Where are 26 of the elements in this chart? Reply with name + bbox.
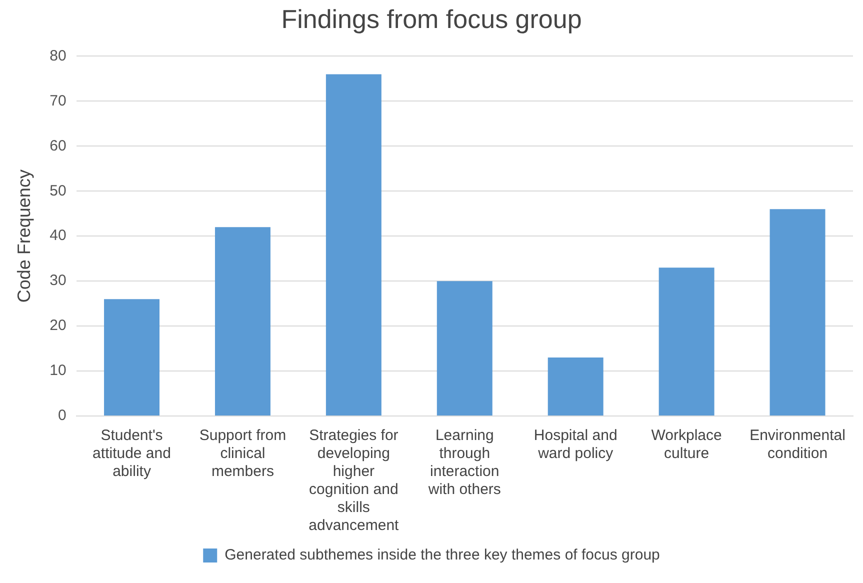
legend-label: Generated subthemes inside the three key themes of focus group	[224, 546, 660, 564]
y-tick-label: 40	[50, 227, 66, 244]
y-tick-label: 60	[50, 137, 66, 154]
bar	[326, 74, 382, 416]
y-axis-title: Code Frequency	[14, 170, 34, 303]
bar	[104, 299, 160, 416]
y-tick-label: 10	[50, 362, 66, 380]
x-tick-label: Student's attitude and ability	[92, 427, 171, 480]
x-tick-label: Learning through interaction with others	[427, 427, 501, 498]
bar	[436, 281, 492, 416]
x-tick-label: Strategies for developing higher cognition and skills advancement	[308, 427, 400, 534]
x-tick-label: Support from clinical members	[199, 427, 286, 480]
x-tick-label: Hospital and ward policy	[534, 427, 618, 462]
y-tick-label: 30	[50, 272, 66, 290]
bar	[214, 227, 270, 416]
x-tick-label: Environmental condition	[750, 427, 846, 462]
y-tick-label: 50	[50, 182, 66, 200]
bar	[548, 358, 604, 416]
y-tick-label: 0	[58, 407, 66, 424]
y-tick-label: 80	[50, 47, 66, 64]
bar	[770, 209, 826, 416]
y-tick-label: 70	[50, 92, 66, 110]
y-tick-label: 20	[50, 317, 66, 334]
chart-title: Findings from focus group	[281, 4, 582, 34]
x-tick-label: Workplace culture	[651, 427, 722, 462]
bar	[658, 268, 714, 416]
